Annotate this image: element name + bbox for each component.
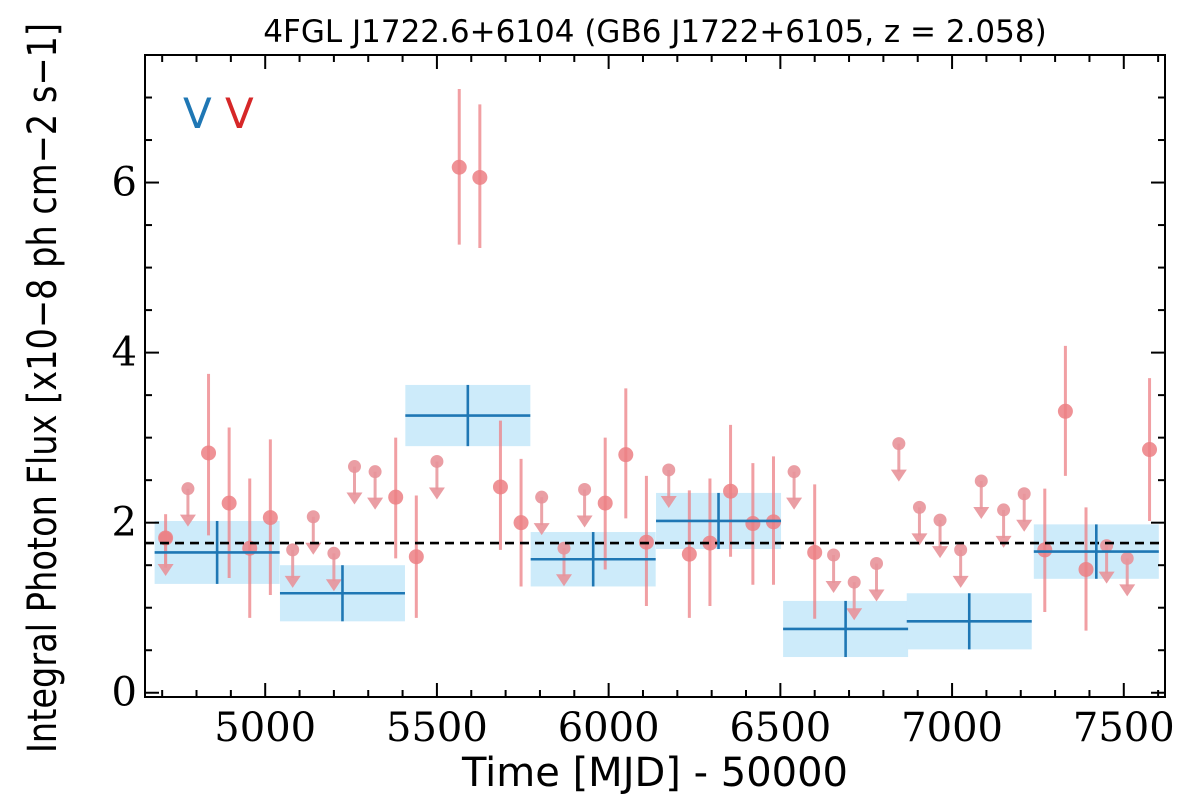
y-tick-label: 0 xyxy=(112,670,137,716)
detection-point xyxy=(492,479,508,495)
legend-mark-blue: V xyxy=(183,89,212,138)
upper-limit-point xyxy=(557,541,571,555)
x-tick-label: 7000 xyxy=(901,705,1003,751)
upper-limit-point xyxy=(306,510,320,524)
upper-limit-arrow xyxy=(533,523,550,536)
upper-limit-arrow xyxy=(346,492,363,505)
upper-limit-arrow xyxy=(284,575,301,588)
upper-limit-point xyxy=(347,460,361,474)
detection-point xyxy=(681,546,697,562)
upper-limit-arrow xyxy=(932,546,949,559)
upper-limit-arrow xyxy=(952,575,969,588)
detection-point xyxy=(408,549,424,565)
upper-limit-point xyxy=(1017,487,1031,501)
detection-point xyxy=(1142,442,1158,458)
upper-limit-arrow xyxy=(576,515,593,528)
upper-limit-point xyxy=(1120,551,1134,565)
upper-limit-arrow xyxy=(179,514,196,527)
y-axis-label: Integral Photon Flux [x10−8 ph cm−2 s−1] xyxy=(20,23,66,753)
upper-limit-point xyxy=(430,454,444,468)
upper-limit-point xyxy=(1100,539,1114,553)
upper-limit-point xyxy=(286,543,300,557)
upper-limit-point xyxy=(535,490,549,504)
upper-limit-arrow xyxy=(325,579,342,592)
detection-point xyxy=(513,515,529,531)
upper-limit-point xyxy=(892,437,906,451)
upper-limit-point xyxy=(181,482,195,496)
plot-frame xyxy=(144,54,1166,698)
upper-limit-arrow xyxy=(973,507,990,520)
chart-title: 4FGL J1722.6+6104 (GB6 J1722+6105, z = 2… xyxy=(263,14,1046,50)
upper-limit-point xyxy=(368,465,382,479)
upper-limit-point xyxy=(870,556,884,570)
upper-limit-arrow xyxy=(367,497,384,510)
x-tick-label: 6500 xyxy=(729,705,831,751)
upper-limit-arrow xyxy=(1119,584,1136,597)
upper-limit-point xyxy=(662,463,676,477)
upper-limit-point xyxy=(912,500,926,514)
detection-point xyxy=(1037,542,1053,558)
upper-limit-arrow xyxy=(305,542,322,555)
detection-point xyxy=(158,530,174,546)
x-tick-label: 6000 xyxy=(558,705,660,751)
detection-point xyxy=(388,489,404,505)
detection-point xyxy=(472,169,488,185)
upper-limit-arrow xyxy=(911,533,928,546)
upper-limit-arrow xyxy=(157,563,174,576)
upper-limit-arrow xyxy=(555,574,572,587)
x-tick-label: 7500 xyxy=(1073,705,1175,751)
plot-area xyxy=(145,89,1165,658)
x-tick-label: 5000 xyxy=(214,705,316,751)
upper-limit-arrow xyxy=(846,608,863,621)
upper-limit-arrow xyxy=(1098,571,1115,584)
upper-limit-point xyxy=(327,546,341,560)
x-axis-label: Time [MJD] - 50000 xyxy=(461,750,848,796)
detection-point xyxy=(221,495,237,511)
data-layer xyxy=(145,89,1165,658)
detection-point xyxy=(618,447,634,463)
upper-limit-point xyxy=(578,483,592,497)
upper-limit-point xyxy=(847,575,861,589)
upper-limit-point xyxy=(933,513,947,527)
upper-limit-arrow xyxy=(890,469,907,482)
upper-limit-arrow xyxy=(428,487,445,500)
upper-limit-arrow xyxy=(660,495,677,508)
x-tick-label: 5500 xyxy=(386,705,488,751)
y-tick-label: 2 xyxy=(112,500,137,546)
axis-ticks: 5000 5500 6000 6500 7000 7500 0 2 4 6 xyxy=(112,55,1175,751)
detection-point xyxy=(1078,561,1094,577)
detection-point xyxy=(702,535,718,551)
upper-limit-point xyxy=(974,474,988,488)
detection-point xyxy=(451,159,467,175)
upper-limit-arrow xyxy=(1016,519,1033,532)
y-tick-label: 4 xyxy=(112,330,137,376)
upper-limit-point xyxy=(827,548,841,562)
upper-limit-point xyxy=(997,503,1011,517)
detection-point xyxy=(262,510,278,526)
upper-limit-point xyxy=(787,465,801,479)
upper-limit-arrow xyxy=(786,497,803,510)
detection-point xyxy=(597,495,613,511)
legend-mark-red: V xyxy=(225,89,254,138)
upper-limit-arrow xyxy=(825,580,842,593)
upper-limit-point xyxy=(954,543,968,557)
detection-point xyxy=(807,544,823,560)
detection-point xyxy=(1057,403,1073,419)
upper-limit-arrow xyxy=(868,589,885,602)
detection-point xyxy=(723,483,739,499)
y-tick-label: 6 xyxy=(112,160,137,206)
detection-point xyxy=(745,516,761,532)
detection-point xyxy=(201,445,217,461)
